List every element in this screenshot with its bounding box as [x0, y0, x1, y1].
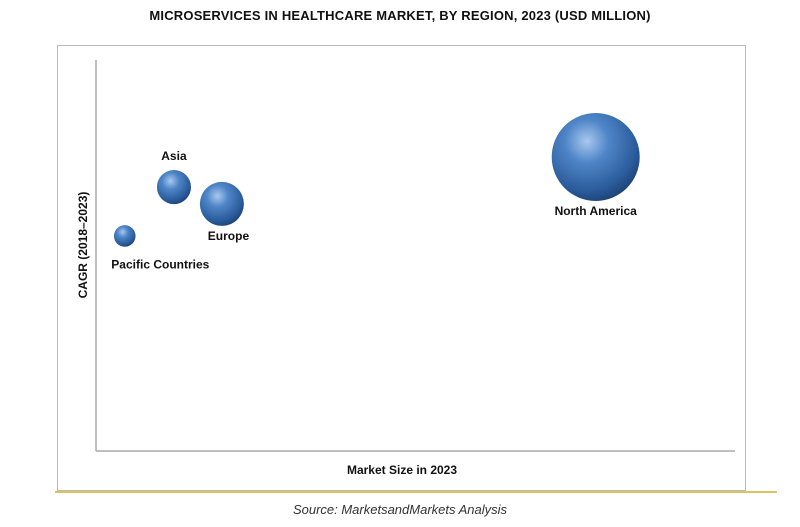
- data-label: Europe: [208, 229, 250, 243]
- data-label: Pacific Countries: [111, 258, 209, 272]
- bubble-europe: [199, 181, 244, 226]
- bubble-pacific-countries: [113, 225, 136, 247]
- bubble-asia: [156, 170, 191, 205]
- data-label: North America: [555, 204, 638, 218]
- chart-title: MICROSERVICES IN HEALTHCARE MARKET, BY R…: [149, 8, 651, 23]
- bubble-north-america: [551, 112, 640, 201]
- chart-frame: [57, 45, 746, 491]
- x-axis-label: Market Size in 2023: [347, 463, 457, 477]
- source-note: Source: MarketsandMarkets Analysis: [292, 502, 508, 517]
- data-label: Asia: [161, 149, 187, 163]
- footer-divider: [55, 491, 777, 493]
- y-axis-label: CAGR (2018–2023): [76, 192, 90, 299]
